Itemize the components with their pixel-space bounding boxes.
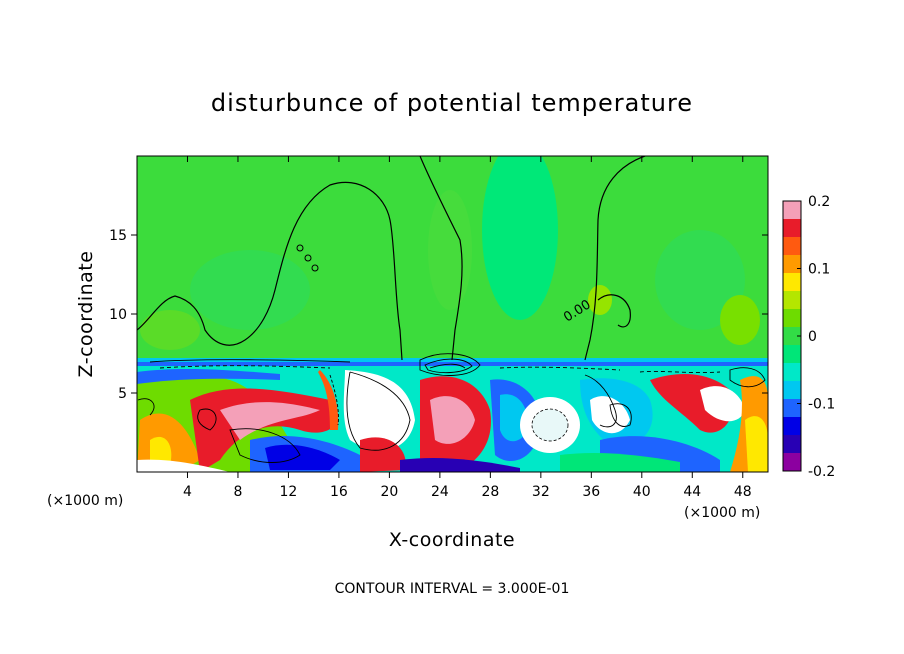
x-tick-label: 12 [280, 484, 298, 500]
colorbar-swatch [783, 237, 801, 256]
colorbar-swatch [783, 363, 801, 382]
x-tick-label: 32 [532, 484, 550, 500]
colorbar-tick-label: 0 [808, 329, 817, 345]
y-axis-ticks: 5 10 15 [109, 228, 768, 402]
colorbar-tick-label: -0.2 [808, 464, 835, 480]
colorbar-swatch [783, 453, 801, 472]
colorbar-swatch [783, 399, 801, 418]
contour-interval-footnote: CONTOUR INTERVAL = 3.000E-01 [335, 581, 570, 597]
temperature-field: 0.00 [137, 156, 768, 472]
colorbar-swatch [783, 255, 801, 274]
colorbar-swatch [783, 381, 801, 400]
colorbar-swatch [783, 291, 801, 310]
colorbar-tick-label: 0.1 [808, 262, 830, 278]
colorbar [782, 200, 802, 472]
x-unit-left: (×1000 m) [47, 493, 123, 509]
colorbar-swatch [783, 327, 801, 346]
x-tick-label: 24 [431, 484, 449, 500]
colorbar-swatch [783, 201, 801, 220]
y-axis-label: Z-coordinate [75, 251, 97, 378]
x-tick-label: 44 [683, 484, 701, 500]
colorbar-swatch [783, 435, 801, 454]
y-tick-label: 15 [109, 228, 127, 244]
colorbar-swatch [783, 273, 801, 292]
x-axis-ticks: 4 8 12 16 20 24 28 32 36 40 44 48 [183, 156, 752, 500]
colorbar-swatch [783, 309, 801, 328]
x-tick-label: 20 [380, 484, 398, 500]
x-tick-label: 40 [633, 484, 651, 500]
x-axis-label: X-coordinate [389, 529, 515, 551]
colorbar-swatch [783, 345, 801, 364]
y-tick-label: 10 [109, 307, 127, 323]
colorbar-tick-label: 0.2 [808, 194, 830, 210]
x-tick-label: 28 [481, 484, 499, 500]
x-tick-label: 48 [734, 484, 752, 500]
x-tick-label: 4 [183, 484, 192, 500]
colorbar-swatch [783, 219, 801, 238]
x-tick-label: 8 [233, 484, 242, 500]
colorbar-ticks: 0.2 0.1 0 -0.1 -0.2 [797, 194, 835, 480]
x-unit-right: (×1000 m) [684, 505, 760, 521]
colorbar-swatch [783, 417, 801, 436]
x-tick-label: 16 [330, 484, 348, 500]
chart-title: disturbunce of potential temperature [211, 89, 693, 117]
y-tick-label: 5 [118, 386, 127, 402]
colorbar-tick-label: -0.1 [808, 397, 835, 413]
x-tick-label: 36 [582, 484, 600, 500]
